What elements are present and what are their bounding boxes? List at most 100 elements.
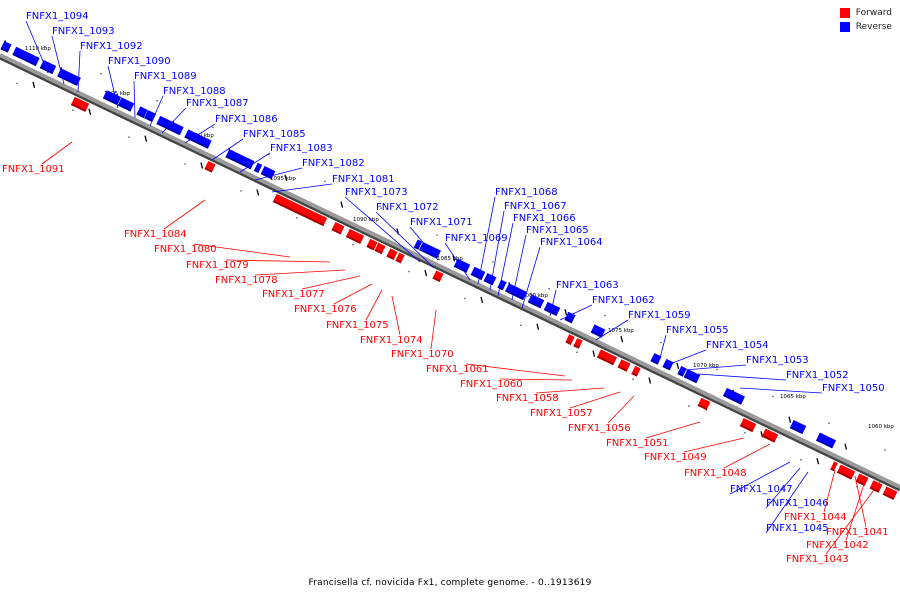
leader-line	[239, 152, 271, 173]
legend-item-forward: Forward	[839, 8, 892, 18]
reverse-gene-block	[683, 369, 701, 384]
leader-line	[511, 234, 527, 301]
minor-dot	[464, 297, 466, 300]
leader-line	[375, 211, 435, 269]
leader-line	[729, 461, 791, 495]
scale-tick	[480, 296, 484, 304]
leader-line	[391, 295, 401, 336]
leader-line	[683, 364, 747, 371]
minor-dot	[744, 432, 746, 434]
scale-tick	[144, 135, 148, 142]
minor-dot	[492, 261, 494, 263]
forward-gene-label: FNFX1_1091	[2, 164, 65, 175]
minor-dot	[212, 126, 214, 129]
legend-forward-label: Forward	[855, 8, 892, 18]
legend: Forward Reverse	[839, 8, 892, 36]
reverse-gene-block	[136, 106, 148, 118]
leader-line	[739, 387, 823, 394]
forward-gene-block	[374, 242, 386, 255]
forward-gene-label: FNFX1_1074	[360, 335, 423, 346]
forward-gene-label: FNFX1_1043	[786, 554, 849, 565]
minor-dot	[44, 46, 46, 48]
reverse-gene-label: FNFX1_1066	[513, 213, 576, 224]
forward-gene-label: FNFX1_1057	[530, 408, 593, 419]
minor-dot	[884, 449, 886, 451]
reverse-gene-label: FNFX1_1090	[108, 56, 171, 67]
scale-tick	[88, 108, 92, 115]
forward-gene-label: FNFX1_1041	[826, 527, 889, 538]
scale-tick	[844, 443, 848, 450]
forward-gene-label: FNFX1_1044	[784, 512, 847, 523]
leader-line	[344, 196, 421, 263]
reverse-gene-label: FNFX1_1062	[592, 295, 655, 306]
leader-line	[271, 183, 333, 193]
reverse-gene-block	[12, 46, 40, 67]
forward-gene-label: FNFX1_1075	[326, 320, 389, 331]
tick-label: 1060 kbp	[868, 424, 894, 430]
forward-gene-label: FNFX1_1077	[262, 289, 325, 300]
tick-label: 1065 kbp	[780, 394, 806, 400]
minor-dot	[16, 82, 18, 85]
reverse-gene-label: FNFX1_1063	[556, 280, 619, 291]
reverse-gene-block	[677, 366, 687, 377]
leader-line	[409, 226, 439, 261]
forward-gene-label: FNFX1_1056	[568, 423, 631, 434]
forward-gene-label: FNFX1_1058	[496, 393, 559, 404]
forward-gene-block	[855, 473, 869, 486]
minor-dot	[296, 217, 298, 219]
scale-tick	[32, 81, 36, 88]
forward-gene-block	[830, 461, 838, 472]
reverse-gene-block	[225, 149, 255, 170]
legend-item-reverse: Reverse	[839, 22, 892, 32]
scale-tick	[424, 269, 428, 277]
reverse-gene-block	[789, 419, 807, 435]
reverse-gene-label: FNFX1_1053	[746, 355, 809, 366]
minor-dot	[800, 458, 802, 461]
leader-line	[41, 141, 73, 165]
leader-line	[133, 80, 136, 119]
leader-line	[211, 138, 244, 161]
forward-gene-label: FNFX1_1084	[124, 229, 187, 240]
leader-line	[25, 20, 49, 74]
forward-gene-label: FNFX1_1042	[806, 540, 869, 551]
reverse-gene-block	[815, 432, 837, 449]
forward-gene-block	[395, 252, 405, 264]
forward-gene-block	[204, 161, 216, 173]
forward-gene-label: FNFX1_1061	[426, 364, 489, 375]
forward-gene-label: FNFX1_1070	[391, 349, 454, 360]
reverse-gene-block	[413, 239, 423, 250]
leader-line	[823, 469, 836, 513]
leader-line	[825, 481, 881, 555]
leader-line	[497, 222, 514, 297]
scale-tick	[340, 201, 344, 208]
forward-gene-block	[617, 359, 631, 372]
tick-label: 1085 kbp	[437, 256, 463, 262]
scale-tick	[256, 189, 260, 196]
tick-label: 1105 kbp	[104, 91, 130, 97]
reverse-gene-block	[650, 353, 662, 365]
scale-tick	[648, 377, 652, 384]
minor-dot	[240, 190, 242, 192]
leader-line	[595, 319, 629, 341]
reverse-gene-label: FNFX1_1089	[134, 71, 197, 82]
reverse-gene-block	[723, 387, 745, 405]
reverse-gene-block	[117, 97, 135, 112]
forward-gene-label: FNFX1_1079	[186, 260, 249, 271]
reverse-swatch	[839, 22, 850, 32]
scale-tick	[620, 335, 624, 343]
forward-gene-block	[70, 96, 90, 112]
leader-line	[301, 275, 361, 290]
minor-dot	[100, 72, 102, 75]
minor-dot	[156, 99, 158, 102]
minor-dot	[660, 341, 662, 344]
reverse-gene-block	[184, 129, 212, 149]
forward-gene-block	[272, 193, 328, 227]
minor-dot	[716, 368, 718, 371]
scale-tick	[676, 362, 680, 370]
leader-line	[225, 259, 331, 263]
reverse-gene-label: FNFX1_1086	[215, 114, 278, 125]
forward-gene-block	[761, 428, 779, 443]
leader-line	[477, 196, 496, 285]
scale-tick	[200, 162, 204, 169]
